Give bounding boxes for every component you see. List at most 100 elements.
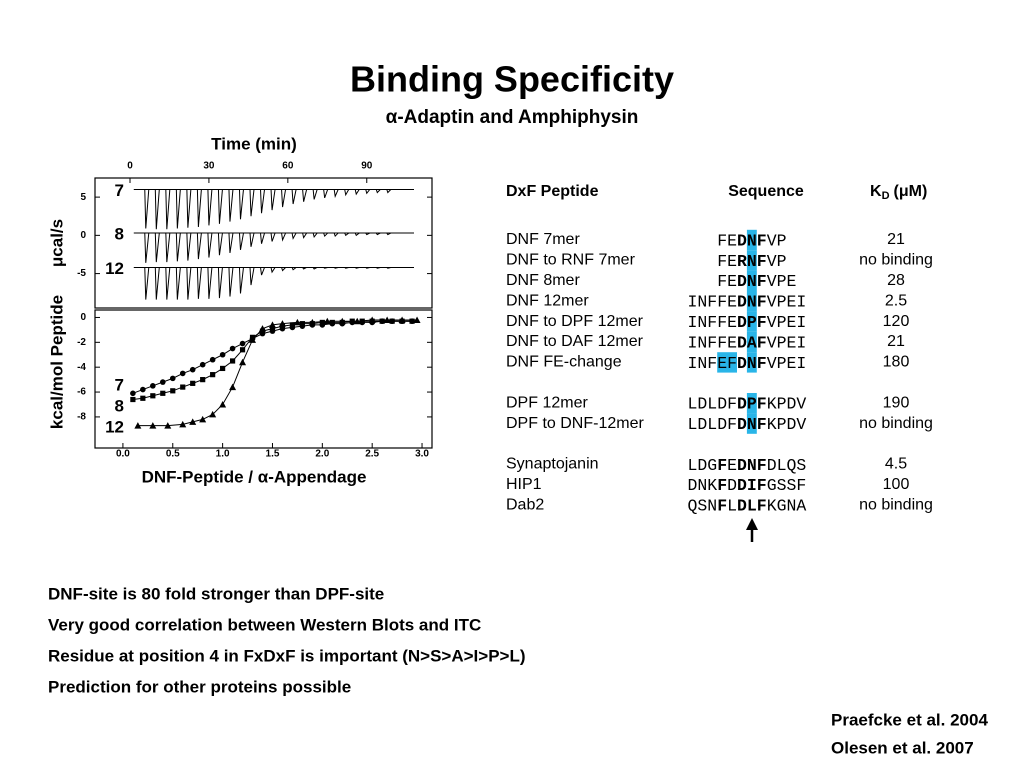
highlight (746, 311, 757, 332)
marker (319, 319, 325, 326)
trace-peak (217, 232, 223, 256)
highlight (746, 229, 757, 251)
marker (353, 317, 361, 325)
trace-peak (302, 267, 307, 270)
trace-peak (365, 189, 371, 195)
marker (170, 388, 176, 394)
marker (150, 393, 156, 399)
sequence-segment: QSN (688, 497, 718, 516)
trace-peak (312, 267, 318, 270)
marker (409, 318, 415, 324)
marker (329, 319, 335, 326)
peptide-name: DNF to DAF 12mer (506, 333, 644, 350)
marker (379, 318, 385, 324)
y-tick-label: -4 (77, 362, 86, 373)
trace-peak (175, 267, 181, 300)
trace-peak (323, 266, 328, 269)
marker (190, 380, 196, 386)
marker (150, 383, 156, 389)
marker (323, 317, 331, 325)
marker (229, 358, 236, 364)
trace-peak (144, 267, 150, 300)
trace-peak (228, 267, 234, 297)
sequence-segment: N (747, 293, 757, 312)
sequence-segment: VPEI (767, 293, 807, 312)
sequence-segment: N (747, 252, 757, 271)
arrow (746, 518, 758, 542)
sequence-segment: F (757, 354, 767, 373)
sequence-segment: P (747, 313, 757, 332)
trace-peak (154, 233, 160, 263)
marker (293, 318, 301, 326)
kd-value: 120 (883, 313, 910, 330)
sequence-segment: D (727, 476, 737, 495)
trace-peak (238, 189, 244, 220)
sequence-segment: F (757, 231, 767, 250)
sequence-segment: D (737, 313, 747, 332)
trace-peak (186, 267, 192, 300)
peptide-name: DNF 12mer (506, 292, 589, 309)
trace-peak (165, 233, 171, 263)
peptide-name: HIP1 (506, 476, 542, 493)
peptide-name: DNF to DPF 12mer (506, 313, 644, 330)
sequence-segment: R (737, 252, 747, 271)
trace-peak (249, 232, 255, 247)
trace-peak (375, 266, 381, 269)
kd-unit: (μM) (894, 183, 928, 200)
trace-peak (291, 189, 297, 205)
sequence-segment: D (737, 333, 747, 352)
x-tick-label: 3.0 (415, 449, 429, 460)
trace-peak (228, 232, 234, 254)
slide-title: Binding Specificity (350, 59, 674, 100)
marker (149, 422, 157, 429)
trace-peak (165, 189, 171, 230)
kd-value: no binding (859, 252, 933, 269)
sequence-segment: L (727, 497, 737, 516)
table-header: KD (μM) (870, 183, 927, 202)
x-tick-label: 30 (203, 161, 215, 172)
marker (239, 340, 246, 347)
plot-frame (94, 309, 433, 449)
sequence-segment: DNK (688, 476, 718, 495)
marker (259, 325, 267, 332)
trace-peak (354, 266, 360, 269)
sequence-segment: EF (717, 354, 737, 373)
marker (249, 336, 257, 343)
marker (140, 395, 146, 401)
kd-symbol: K (870, 183, 882, 200)
marker (134, 422, 142, 429)
peptide-name: DNF to RNF 7mer (506, 252, 636, 269)
sequence-segment: INFFE (688, 313, 738, 332)
trace-peak (196, 267, 202, 299)
marker (164, 422, 172, 429)
reference: Praefcke et al. 2004 (831, 710, 988, 729)
trace-peak (175, 189, 181, 229)
bullet-text: Residue at position 4 in FxDxF is import… (48, 646, 526, 665)
x-tick-label: 0.0 (116, 449, 130, 460)
trace-peak (207, 232, 213, 258)
highlight (717, 352, 737, 373)
x-tick-label: 2.5 (365, 449, 379, 460)
trace-peak (270, 267, 276, 274)
marker (308, 318, 316, 326)
marker (130, 390, 136, 397)
trace-peak (344, 232, 350, 237)
marker (209, 410, 217, 418)
marker (200, 377, 206, 383)
sequence-segment: FE (717, 252, 737, 271)
series-label: 12 (105, 417, 124, 436)
kd-value: 21 (887, 333, 905, 350)
sequence-segment: N (747, 415, 757, 434)
peptide-name: DPF 12mer (506, 394, 588, 411)
sequence-segment: LDG (688, 456, 718, 475)
bullet-text: Very good correlation between Western Bl… (48, 615, 481, 634)
marker (389, 318, 395, 324)
marker (199, 361, 206, 368)
sequence-segment: VP (767, 231, 787, 250)
x-tick-label: 90 (361, 161, 373, 172)
sequence-segment: D (737, 293, 747, 312)
marker (180, 384, 186, 390)
trace-peak (207, 267, 213, 299)
marker (239, 347, 246, 353)
